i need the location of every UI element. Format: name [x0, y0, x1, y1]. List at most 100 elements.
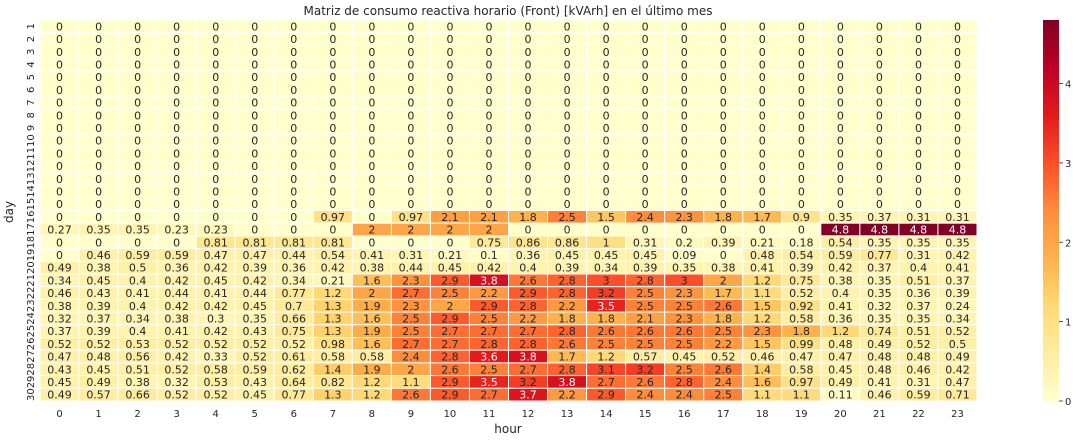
y-tick-label: 2: [26, 36, 37, 42]
cell-value-label: 0: [56, 160, 63, 173]
cell-value-label: 0: [603, 20, 610, 33]
cell-value-label: 0: [446, 33, 453, 46]
cell-value-label: 2.2: [558, 300, 576, 313]
cell-value-label: 0: [485, 135, 492, 148]
y-tick-label: 30: [26, 388, 37, 401]
cell-value-label: 0: [642, 109, 649, 122]
cell-value-label: 0.49: [828, 376, 853, 389]
cell-value-label: 0.39: [86, 300, 111, 313]
cell-value-label: 0: [56, 122, 63, 135]
cell-value-label: 0: [681, 160, 688, 173]
cell-value-label: 0: [915, 147, 922, 160]
cell-value-label: 0: [642, 224, 649, 237]
cell-value-label: 0: [485, 20, 492, 33]
cell-value-label: 0.97: [399, 211, 424, 224]
cell-value-label: 0: [720, 97, 727, 110]
cell-value-label: 0.58: [321, 351, 346, 364]
cell-value-label: 0.99: [789, 338, 814, 351]
cell-value-label: 0: [837, 20, 844, 33]
cell-value-label: 0: [681, 20, 688, 33]
cell-value-label: 0.43: [242, 325, 267, 338]
cell-value-label: 0: [485, 173, 492, 186]
chart-title: Matriz de consumo reactiva horario (Fron…: [304, 4, 713, 18]
cell-value-label: 2.7: [519, 325, 537, 338]
cell-value-label: 0: [212, 71, 219, 84]
cell-value-label: 0: [95, 109, 102, 122]
cell-value-label: 0: [720, 58, 727, 71]
cell-value-label: 0.52: [164, 389, 189, 402]
cell-value-label: 1.2: [324, 287, 342, 300]
cell-value-label: 0: [759, 71, 766, 84]
cell-value-label: 0: [134, 173, 141, 186]
cell-value-label: 2.7: [519, 363, 537, 376]
cell-value-label: 0.52: [203, 389, 228, 402]
x-tick-label: 14: [600, 409, 613, 420]
cell-value-label: 0.35: [828, 211, 853, 224]
cell-value-label: 0.35: [906, 312, 931, 325]
x-tick-label: 6: [291, 409, 297, 420]
cell-value-label: 2.8: [558, 274, 576, 287]
cell-value-label: 0: [915, 20, 922, 33]
cell-value-label: 0: [95, 84, 102, 97]
cell-value-label: 0.47: [945, 376, 970, 389]
cell-value-label: 0: [290, 224, 297, 237]
cell-value-label: 0: [56, 97, 63, 110]
cell-value-label: 0: [954, 97, 961, 110]
cell-value-label: 2.7: [441, 325, 459, 338]
cell-value-label: 2: [368, 224, 375, 237]
cell-value-label: 0: [876, 198, 883, 211]
cell-value-label: 0: [603, 135, 610, 148]
cell-value-label: 0.46: [906, 363, 931, 376]
cell-value-label: 0: [173, 71, 180, 84]
cell-value-label: 0: [56, 198, 63, 211]
cell-value-label: 0: [251, 71, 258, 84]
cell-value-label: 0: [603, 109, 610, 122]
cell-value-label: 0: [720, 71, 727, 84]
cell-value-label: 0.39: [633, 262, 658, 275]
cell-value-label: 3.7: [519, 389, 537, 402]
cell-value-label: 0: [446, 135, 453, 148]
cell-value-label: 0: [720, 198, 727, 211]
cell-value-label: 0: [798, 84, 805, 97]
cell-value-label: 0: [681, 122, 688, 135]
cell-value-label: 0: [681, 84, 688, 97]
y-tick-label: 10: [26, 134, 37, 147]
cell-value-label: 0.58: [203, 363, 228, 376]
cell-value-label: 0.35: [86, 224, 111, 237]
cell-value-label: 0: [720, 160, 727, 173]
cell-value-label: 0.52: [242, 338, 267, 351]
x-tick-label: 15: [639, 409, 652, 420]
cell-value-label: 0.54: [789, 249, 814, 262]
cell-value-label: 3.8: [480, 274, 498, 287]
y-tick-label: 17: [26, 223, 37, 236]
cell-value-label: 0: [134, 109, 141, 122]
cell-value-label: 0: [915, 84, 922, 97]
cell-value-label: 0: [56, 173, 63, 186]
cell-value-label: 0: [525, 58, 532, 71]
cell-value-label: 2.9: [441, 312, 459, 325]
x-tick-label: 7: [330, 409, 336, 420]
cell-value-label: 0: [954, 185, 961, 198]
cell-value-label: 0.31: [906, 376, 931, 389]
cell-value-label: 0: [720, 122, 727, 135]
cell-value-label: 0: [876, 185, 883, 198]
y-tick-label: 12: [26, 160, 37, 173]
cell-value-label: 0.36: [164, 262, 189, 275]
x-tick-label: 22: [912, 409, 925, 420]
heatmap-cell-labels: 0 0 0 0 0 0 0 0 0 0 0 0 0 0 0 0 0 0 0 0 0 0 0 0 0 0 0 0 0 0 0 0 0 0 0 0 0 0 0 0…: [47, 20, 969, 401]
x-tick-label: 5: [252, 409, 258, 420]
cell-value-label: 0: [954, 20, 961, 33]
cell-value-label: 2.7: [402, 287, 420, 300]
cell-value-label: 0: [95, 46, 102, 59]
cell-value-label: 0: [759, 135, 766, 148]
cell-value-label: 0: [642, 135, 649, 148]
y-tick-label: 18: [26, 236, 37, 249]
cell-value-label: 0: [681, 135, 688, 148]
cell-value-label: 0: [368, 97, 375, 110]
cell-value-label: 0: [251, 173, 258, 186]
cell-value-label: 0.31: [945, 211, 970, 224]
cell-value-label: 0: [134, 211, 141, 224]
cell-value-label: 0: [642, 198, 649, 211]
cell-value-label: 0: [954, 160, 961, 173]
